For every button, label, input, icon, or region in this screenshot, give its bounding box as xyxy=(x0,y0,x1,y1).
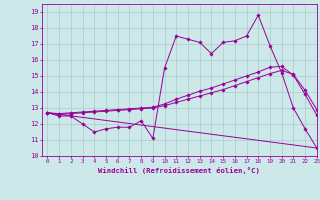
X-axis label: Windchill (Refroidissement éolien,°C): Windchill (Refroidissement éolien,°C) xyxy=(98,167,260,174)
